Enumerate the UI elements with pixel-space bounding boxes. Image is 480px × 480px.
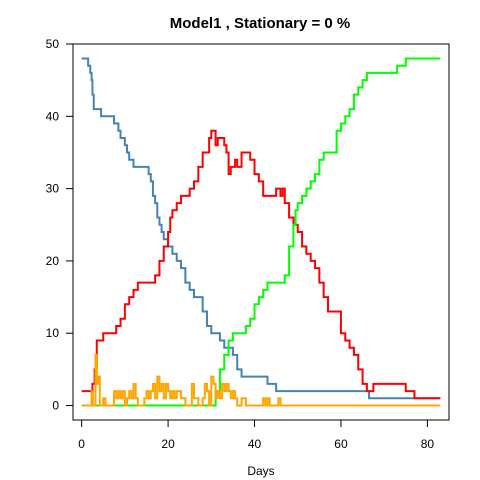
series-line-3 xyxy=(81,57,441,407)
series-line-2 xyxy=(81,129,441,400)
x-tick-label: 40 xyxy=(248,437,262,451)
y-tick-label: 30 xyxy=(46,182,60,196)
y-tick-label: 50 xyxy=(46,37,60,51)
y-tick-label: 10 xyxy=(46,326,60,340)
y-tick-label: 0 xyxy=(52,399,59,413)
x-tick-label: 60 xyxy=(334,437,348,451)
y-tick-label: 40 xyxy=(46,109,60,123)
x-axis-title: Days xyxy=(247,464,274,478)
x-tick-label: 20 xyxy=(161,437,175,451)
x-axis: 0 20 40 60 80 xyxy=(78,419,435,451)
chart-title: Model1 , Stationary = 0 % xyxy=(170,15,350,32)
y-axis: 0 10 20 30 40 50 xyxy=(46,37,74,413)
series-line-4 xyxy=(81,353,441,407)
y-tick-label: 20 xyxy=(46,254,60,268)
series-layer xyxy=(81,57,441,407)
series-line-1 xyxy=(81,57,441,400)
x-tick-label: 80 xyxy=(421,437,435,451)
x-tick-label: 0 xyxy=(78,437,85,451)
